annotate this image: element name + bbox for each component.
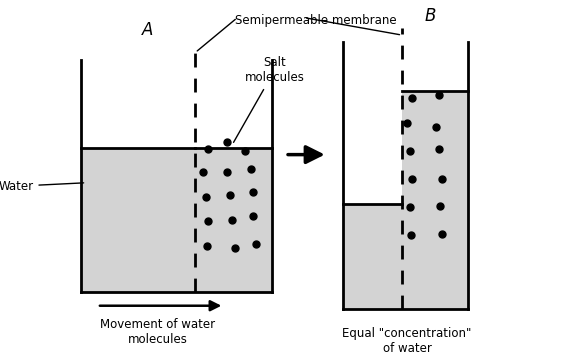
Text: Salt
molecules: Salt molecules — [234, 56, 304, 142]
Bar — [195, 148, 272, 292]
Text: Equal "concentration"
of water: Equal "concentration" of water — [342, 327, 472, 355]
Text: Water: Water — [0, 180, 84, 193]
Bar — [343, 204, 402, 309]
Text: Semipermeable membrane: Semipermeable membrane — [235, 14, 397, 27]
Text: Movement of water
molecules: Movement of water molecules — [100, 318, 215, 346]
Bar — [402, 91, 468, 309]
Bar — [81, 148, 195, 292]
Text: B: B — [424, 6, 436, 24]
Text: A: A — [142, 21, 153, 39]
